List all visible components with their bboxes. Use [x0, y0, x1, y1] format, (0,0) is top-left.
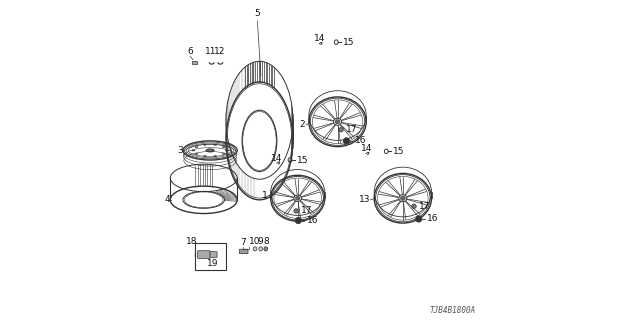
Text: 15: 15	[343, 38, 355, 47]
Ellipse shape	[339, 127, 343, 132]
Text: 14: 14	[360, 144, 372, 153]
Ellipse shape	[415, 216, 422, 222]
Ellipse shape	[412, 204, 416, 208]
Text: 2: 2	[300, 120, 305, 130]
Text: 19: 19	[207, 259, 218, 268]
Text: 9: 9	[258, 237, 264, 246]
Ellipse shape	[335, 120, 340, 124]
Text: TJB4B1800A: TJB4B1800A	[430, 306, 476, 315]
Text: 15: 15	[297, 156, 308, 164]
Text: 17: 17	[301, 206, 313, 215]
Text: 16: 16	[307, 216, 318, 225]
Ellipse shape	[294, 209, 298, 213]
Ellipse shape	[259, 247, 262, 251]
Ellipse shape	[207, 149, 212, 151]
Text: 18: 18	[186, 237, 197, 246]
Ellipse shape	[343, 138, 349, 144]
FancyBboxPatch shape	[198, 251, 210, 258]
Ellipse shape	[264, 247, 268, 251]
Ellipse shape	[253, 247, 257, 251]
Text: 16: 16	[427, 214, 438, 223]
Text: 5: 5	[254, 9, 260, 18]
Text: 14: 14	[314, 35, 325, 44]
Ellipse shape	[295, 217, 301, 224]
Bar	[192, 61, 197, 64]
Text: 6: 6	[188, 47, 193, 56]
FancyBboxPatch shape	[239, 249, 248, 254]
Text: 10: 10	[249, 237, 260, 246]
Ellipse shape	[296, 196, 300, 200]
Text: 17: 17	[419, 202, 431, 211]
Text: 17: 17	[346, 125, 358, 134]
FancyBboxPatch shape	[210, 252, 217, 257]
Text: 16: 16	[355, 136, 366, 145]
Text: 1: 1	[262, 191, 268, 200]
Text: 12: 12	[214, 47, 225, 56]
Text: 3: 3	[177, 146, 182, 155]
Text: 13: 13	[359, 195, 371, 204]
Text: 14: 14	[271, 154, 283, 163]
Text: 4: 4	[164, 195, 170, 204]
Text: 8: 8	[263, 237, 269, 246]
Text: 11: 11	[205, 47, 217, 56]
Text: 15: 15	[394, 147, 404, 156]
Ellipse shape	[401, 196, 405, 200]
Text: 7: 7	[240, 238, 246, 247]
